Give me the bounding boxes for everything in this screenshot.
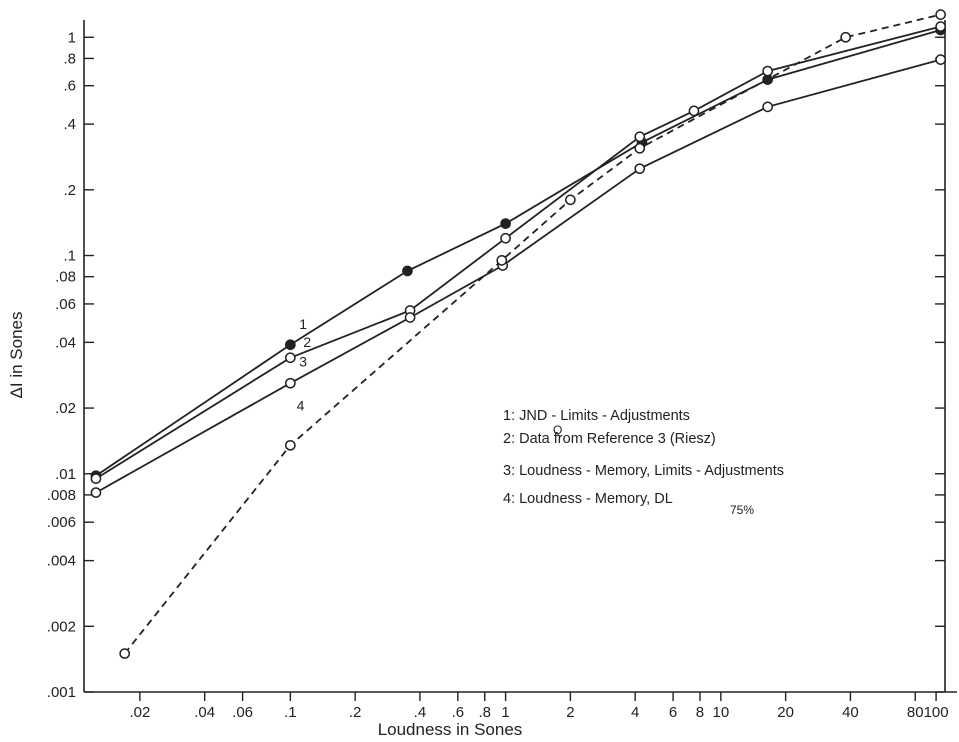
legend-entry-1: 1: JND - Limits - Adjustments (503, 408, 690, 424)
series-3-point (935, 54, 947, 65)
y-tick-label: .001 (47, 684, 76, 701)
series-3-line (95, 58, 941, 494)
series-2-point (935, 21, 947, 32)
series-2-point (284, 352, 296, 364)
legend-entry-2: 2: Data from Reference 3 (Riesz) (503, 431, 716, 447)
y-tick-label: .06 (55, 296, 76, 313)
x-tick-label: .02 (129, 704, 150, 721)
series-3-point (634, 163, 646, 175)
y-tick-label: 1 (68, 29, 76, 46)
x-tick-label: 40 (842, 704, 859, 721)
x-tick-label: 2 (566, 704, 574, 721)
x-tick-label: .4 (414, 704, 427, 721)
series-4-point (496, 255, 508, 266)
x-tick-label: 20 (777, 704, 794, 721)
series-4-point (634, 142, 646, 154)
chart-series (90, 9, 947, 659)
y-tick-label: .2 (63, 182, 76, 199)
y-tick-label: .02 (55, 400, 76, 417)
y-tick-label: .8 (63, 50, 76, 67)
x-tick-label: 100 (924, 704, 949, 721)
series-1-point (500, 218, 511, 229)
legend-entry-4: 4: Loudness - Memory, DL (503, 491, 673, 507)
y-tick-label: .002 (47, 618, 76, 635)
legend-entry-4-subscript: 75% (730, 503, 754, 517)
y-tick-label: .006 (47, 514, 76, 531)
y-axis-title: ΔI in Sones (7, 312, 26, 399)
series-2-point (500, 232, 511, 244)
x-tick-label: .8 (478, 704, 491, 721)
series-1-point (402, 265, 413, 277)
series-number-label: 3 (299, 354, 307, 370)
series-4 (119, 9, 947, 659)
series-2-point (90, 473, 102, 484)
series-4-point (840, 31, 851, 43)
series-number-label: 4 (297, 397, 305, 413)
chart-series-labels: 1 2 3 4 (297, 316, 312, 413)
x-tick-label: .06 (232, 704, 253, 721)
series-4-point (284, 439, 296, 451)
series-4-point (935, 9, 947, 20)
legend-entry-3: 3: Loudness - Memory, Limits - Adjustmen… (503, 463, 784, 479)
legend-entry-1-subscript: Q (553, 423, 562, 437)
series-2-point (688, 105, 700, 117)
x-tick-label: .1 (284, 704, 297, 721)
series-number-label: 1 (299, 316, 307, 332)
chart-legend: 1: JND - Limits - Adjustments Q 2: Data … (503, 408, 784, 517)
series-2-line (95, 25, 941, 480)
y-tick-label: .04 (55, 334, 76, 351)
y-tick-label: .4 (63, 116, 76, 133)
series-4-point (119, 648, 131, 659)
x-tick-label: .6 (452, 704, 465, 721)
x-tick-label: 1 (501, 704, 509, 721)
x-tick-label: 8 (696, 704, 704, 721)
series-4-line (123, 13, 941, 655)
series-4-point (565, 194, 576, 206)
x-tick-label: .04 (194, 704, 215, 721)
x-tick-label: 4 (631, 704, 639, 721)
y-tick-label: .08 (55, 269, 76, 286)
series-number-label: 2 (303, 334, 311, 350)
series-3-point (90, 487, 102, 498)
x-axis-title: Loudness in Sones (378, 720, 523, 739)
x-tick-label: 6 (669, 704, 677, 721)
x-tick-label: 10 (712, 704, 729, 721)
series-1-point (284, 339, 296, 351)
series-3-point (404, 312, 416, 323)
series-2-point (634, 131, 646, 143)
y-tick-label: .008 (47, 487, 76, 504)
y-tick-label: .6 (63, 78, 76, 95)
y-tick-label: .004 (47, 553, 76, 570)
x-tick-label: 80 (907, 704, 924, 721)
series-2-point (762, 65, 774, 77)
chart-axes: .02 .04 .06 .1 .2 .4 .6 .8 1 2 4 6 8 10 20 40 80 100 .001.… (47, 20, 957, 721)
x-tick-label: .2 (349, 704, 362, 721)
y-tick-label: .1 (63, 248, 76, 265)
series-3-point (762, 101, 774, 113)
series-3-point (284, 377, 296, 389)
y-tick-label: .01 (55, 466, 76, 483)
